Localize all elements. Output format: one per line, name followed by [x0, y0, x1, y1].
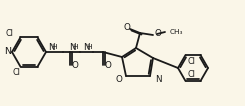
Text: O: O: [115, 75, 122, 84]
Text: Cl: Cl: [187, 56, 195, 66]
Text: O: O: [72, 61, 78, 70]
Text: N: N: [4, 47, 12, 56]
Text: N: N: [83, 43, 89, 52]
Text: H: H: [72, 44, 78, 50]
Text: Cl: Cl: [187, 70, 195, 80]
Text: CH₃: CH₃: [170, 29, 184, 35]
Text: N: N: [69, 43, 75, 52]
Text: N: N: [48, 43, 54, 52]
Text: Cl: Cl: [12, 68, 20, 77]
Text: O: O: [105, 61, 111, 70]
Text: N: N: [155, 75, 161, 84]
Text: H: H: [86, 44, 92, 50]
Text: Cl: Cl: [6, 29, 13, 38]
Text: O: O: [123, 22, 130, 31]
Text: H: H: [51, 44, 57, 50]
Text: O: O: [154, 29, 161, 38]
